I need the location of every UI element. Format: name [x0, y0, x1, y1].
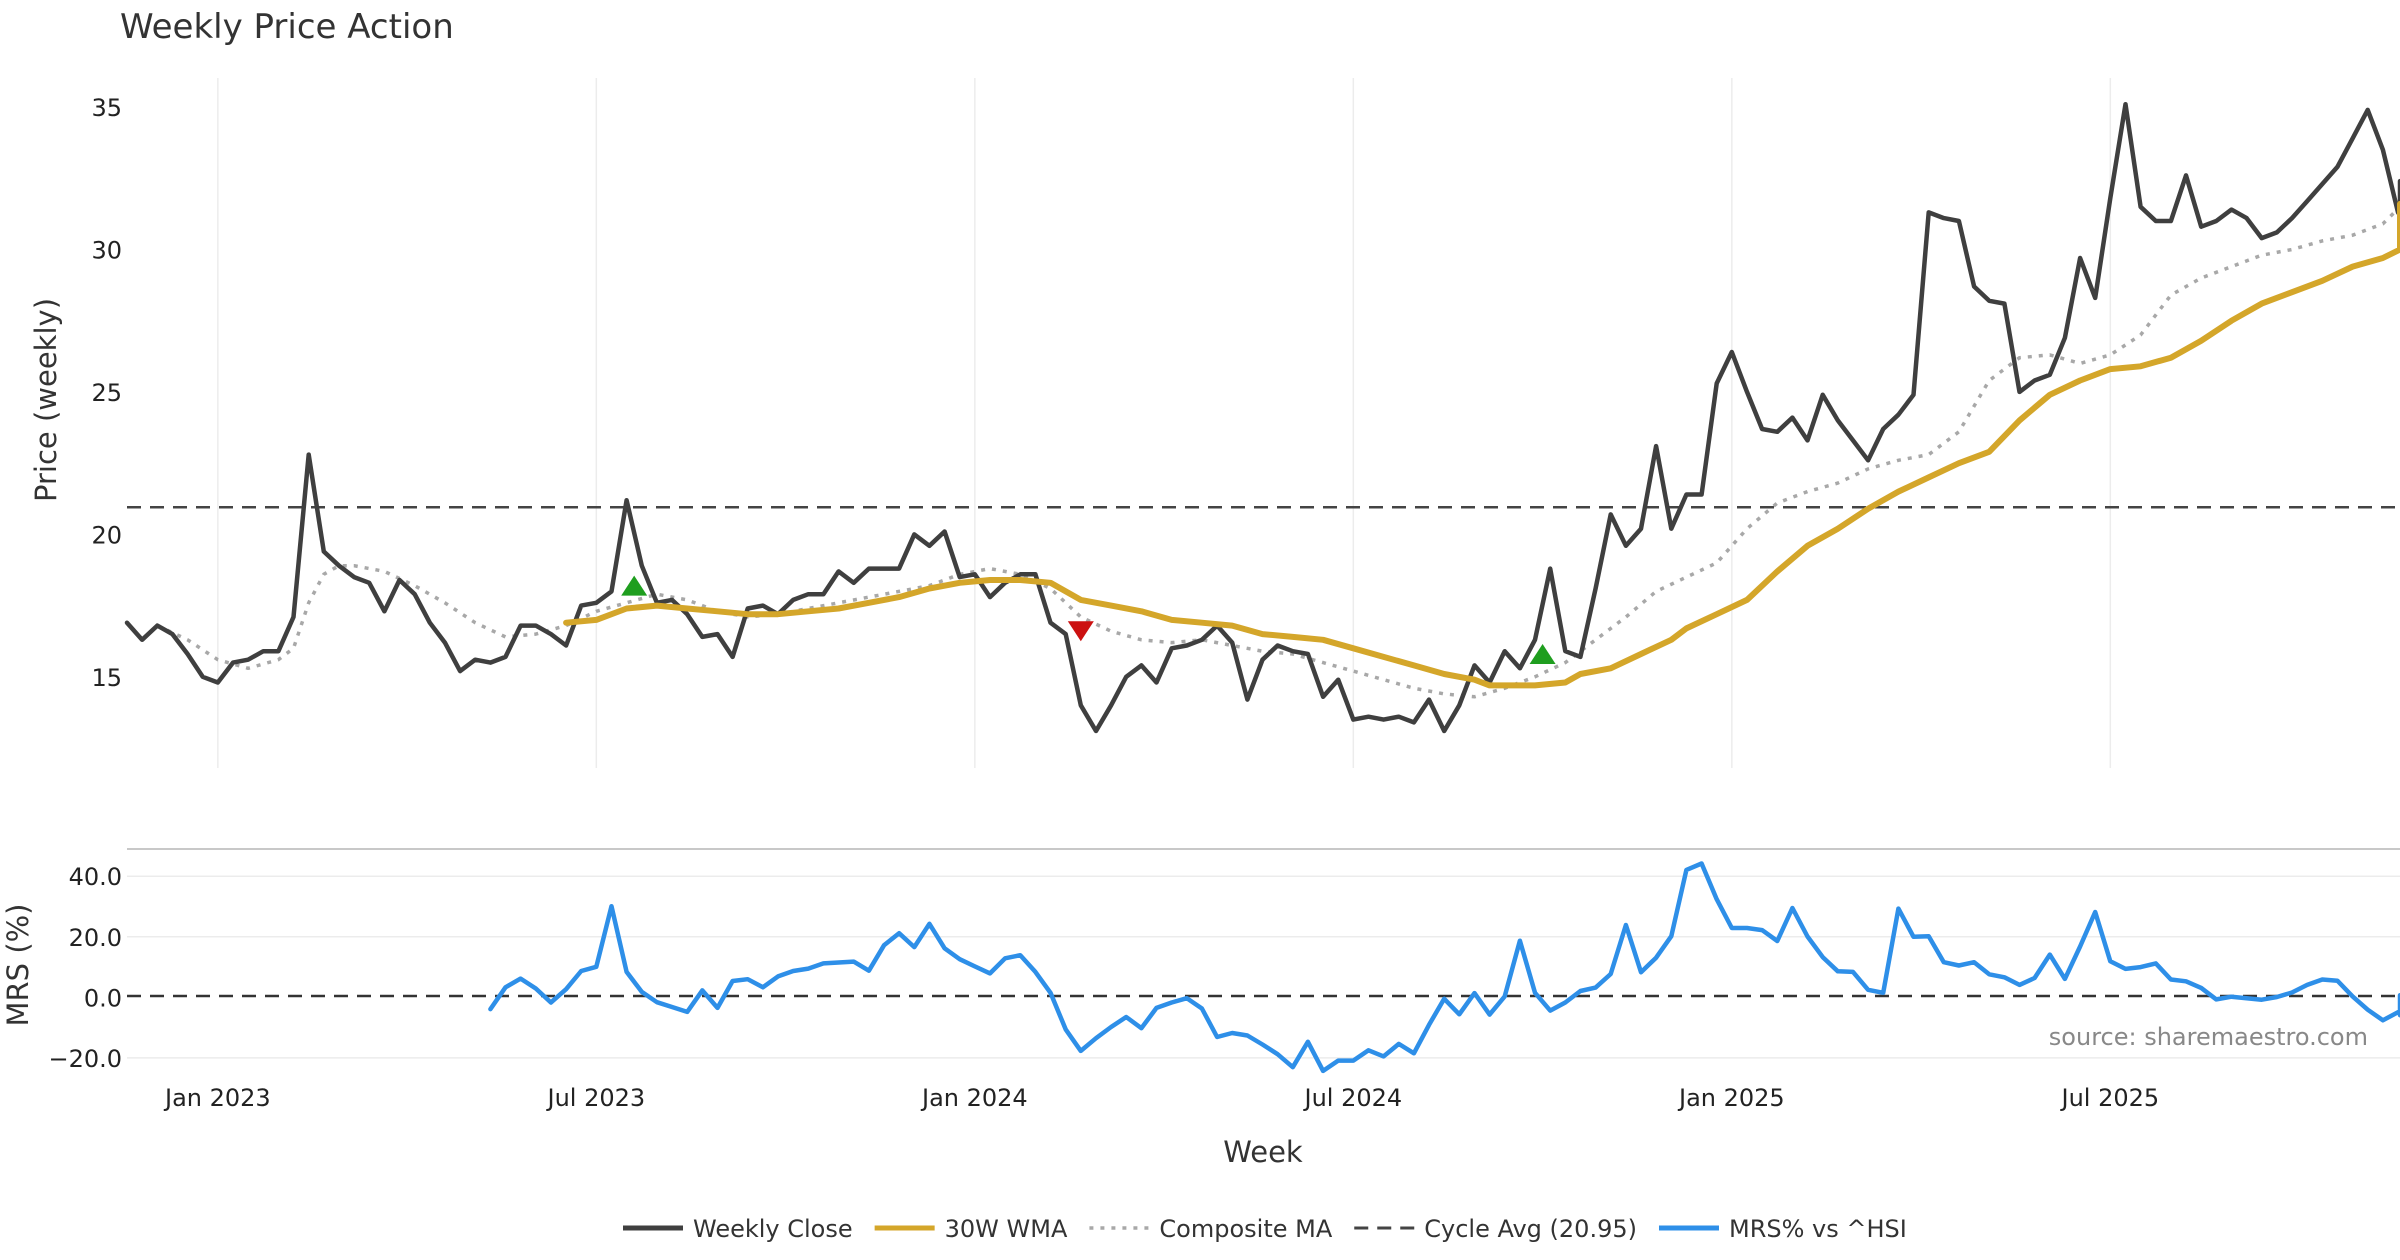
mrs-series	[488, 861, 2400, 1074]
x-tick-labels: Jan 2023 Jul 2023 Jan 2024 Jul 2024 Jan 2025…	[163, 1084, 2159, 1112]
x-axis-label: Week	[1223, 1135, 1303, 1169]
mrs-y-axis-label: MRS (%)	[1, 904, 35, 1027]
price-y-tick-3: 30	[91, 236, 122, 264]
x-tick-0: Jan 2023	[163, 1084, 271, 1112]
price-y-ticks: 15 20 25 30 35	[91, 94, 122, 692]
chart-title: Weekly Price Action	[120, 7, 454, 47]
price-y-tick-4: 35	[91, 94, 122, 122]
buy-signal-marker-0	[621, 575, 648, 596]
x-tick-4: Jan 2025	[1677, 1084, 1785, 1112]
buy-signal-marker-2	[1529, 644, 1556, 665]
series-weekly-close	[124, 101, 2400, 734]
legend-label-0: Weekly Close	[693, 1215, 853, 1243]
mrs-y-tick-3: 40.0	[69, 863, 122, 891]
price-y-axis-label: Price (weekly)	[29, 298, 63, 502]
source-annotation: source: sharemaestro.com	[2049, 1023, 2368, 1051]
legend-label-4: MRS% vs ^HSI	[1729, 1215, 1907, 1243]
mrs-y-tick-0: −20.0	[48, 1045, 122, 1073]
legend: Weekly Close 30W WMA Composite MA Cycle Avg…	[623, 1215, 1907, 1243]
price-y-tick-2: 25	[91, 379, 122, 407]
mrs-y-tick-2: 20.0	[69, 924, 122, 952]
mrs-grid	[127, 875, 2400, 1059]
legend-label-3: Cycle Avg (20.95)	[1424, 1215, 1637, 1243]
sell-signal-marker-1	[1067, 621, 1094, 642]
series-mrs-vs-hsi	[488, 861, 2400, 1074]
series-composite-ma	[156, 196, 2400, 699]
price-y-tick-0: 15	[91, 664, 122, 692]
mrs-y-ticks: −20.0 0.0 20.0 40.0	[48, 863, 122, 1073]
signal-markers	[621, 575, 1556, 665]
price-y-tick-1: 20	[91, 521, 122, 549]
price-series	[124, 101, 2400, 734]
legend-label-1: 30W WMA	[945, 1215, 1068, 1243]
legend-label-2: Composite MA	[1159, 1215, 1332, 1243]
x-tick-5: Jul 2025	[2060, 1084, 2160, 1112]
x-tick-1: Jul 2023	[546, 1084, 646, 1112]
x-tick-2: Jan 2024	[920, 1084, 1028, 1112]
mrs-y-tick-1: 0.0	[84, 984, 122, 1012]
series-30w-wma	[563, 200, 2400, 689]
x-tick-3: Jul 2024	[1303, 1084, 1403, 1112]
